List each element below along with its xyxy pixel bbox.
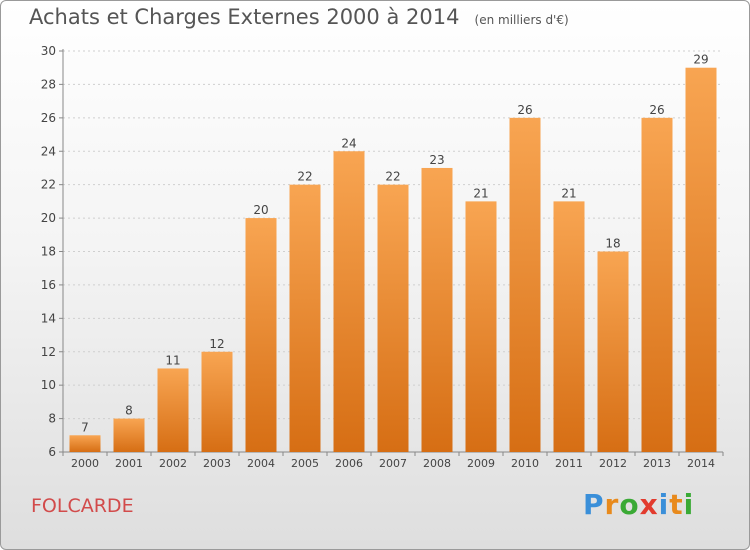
bars — [69, 67, 717, 453]
bar — [157, 368, 189, 452]
bar-value-label: 24 — [341, 136, 356, 150]
bar-value-label: 18 — [605, 237, 620, 251]
commune-name: FOLCARDE — [31, 495, 134, 517]
x-tick-label: 2012 — [599, 457, 627, 470]
x-tick-label: 2004 — [247, 457, 275, 470]
bar-value-label: 8 — [125, 404, 133, 418]
x-tick-label: 2006 — [335, 457, 363, 470]
logo-letter: x — [639, 488, 659, 521]
bar — [201, 351, 233, 452]
bar — [465, 201, 497, 452]
logo-letter: P — [583, 488, 605, 521]
x-tick-label: 2008 — [423, 457, 451, 470]
bar — [597, 251, 629, 452]
bar-value-label: 21 — [473, 186, 488, 200]
x-tick-label: 2013 — [643, 457, 671, 470]
bar-value-label: 26 — [649, 103, 664, 117]
bar — [641, 117, 673, 452]
bar-value-label: 26 — [517, 103, 532, 117]
bar — [377, 184, 409, 452]
y-tick-label: 14 — [41, 311, 56, 325]
logo-letter: r — [604, 488, 620, 521]
y-tick-label: 30 — [41, 44, 56, 58]
x-tick-label: 2011 — [555, 457, 583, 470]
bar-value-label: 21 — [561, 186, 576, 200]
bar — [113, 418, 145, 452]
chart-title-text: Achats et Charges Externes 2000 à 2014 — [29, 5, 460, 29]
chart-title: Achats et Charges Externes 2000 à 2014 (… — [29, 5, 569, 29]
bar-value-label: 29 — [693, 53, 708, 67]
bar — [69, 435, 101, 452]
bar-value-label: 20 — [253, 203, 268, 217]
x-tick-label: 2014 — [687, 457, 715, 470]
bar — [333, 151, 365, 452]
y-tick-label: 16 — [41, 278, 56, 292]
bar — [421, 167, 453, 453]
proxiti-logo[interactable]: Proxiti — [583, 488, 694, 521]
y-tick-label: 10 — [41, 378, 56, 392]
bar — [245, 218, 277, 452]
y-tick-label: 26 — [41, 111, 56, 125]
bar-value-label: 11 — [165, 353, 180, 367]
y-tick-label: 18 — [41, 245, 56, 259]
bar-value-label: 23 — [429, 153, 444, 167]
y-tick-label: 22 — [41, 178, 56, 192]
x-tick-label: 2007 — [379, 457, 407, 470]
x-tick-label: 2002 — [159, 457, 187, 470]
x-tick-label: 2010 — [511, 457, 539, 470]
y-tick-label: 28 — [41, 77, 56, 91]
logo-letter: i — [658, 488, 670, 521]
x-tick-label: 2001 — [115, 457, 143, 470]
labels: 6 8 10 12 14 16 18 20 22 24 26 28 30 7 2000 8 2001 11 2002… — [41, 44, 715, 470]
bar-value-label: 22 — [385, 170, 400, 184]
y-tick-label: 12 — [41, 345, 56, 359]
y-tick-label: 8 — [48, 412, 56, 426]
y-tick-label: 24 — [41, 144, 56, 158]
bar — [289, 184, 321, 452]
bar — [685, 67, 717, 452]
bar — [509, 117, 541, 452]
chart-unit-text: (en milliers d'€) — [474, 13, 569, 27]
logo-letter: i — [683, 488, 695, 521]
x-tick-label: 2009 — [467, 457, 495, 470]
logo-letter: o — [619, 488, 640, 521]
x-tick-label: 2005 — [291, 457, 319, 470]
bar-value-label: 12 — [209, 337, 224, 351]
y-tick-label: 6 — [48, 445, 56, 459]
logo-letter: t — [669, 488, 684, 521]
y-tick-label: 20 — [41, 211, 56, 225]
bar-value-label: 7 — [81, 420, 89, 434]
x-tick-label: 2000 — [71, 457, 99, 470]
x-tick-label: 2003 — [203, 457, 231, 470]
bar-value-label: 22 — [297, 170, 312, 184]
bar — [553, 201, 585, 452]
